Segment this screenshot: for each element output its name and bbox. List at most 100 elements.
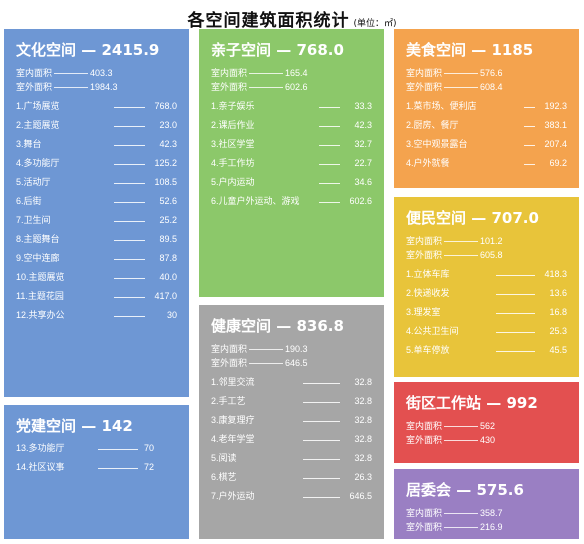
item-label: 3.康复理疗 — [211, 415, 255, 425]
outdoor-area-label: 室外面积 — [211, 358, 248, 368]
list-item: 4.公共卫生间 25.3 — [406, 325, 567, 338]
leader-line — [444, 527, 479, 529]
indoor-area-label: 室内面积 — [406, 236, 443, 246]
item-value: 22.7 — [354, 158, 372, 168]
leader-line — [114, 316, 145, 317]
item-value: 32.8 — [354, 453, 372, 463]
indoor-area-value: 562 — [480, 421, 496, 431]
list-item: 4.老年学堂 32.8 — [211, 433, 372, 446]
list-item: 14.社区议事 72 — [16, 461, 177, 474]
block-name: 文化空间 — [16, 41, 77, 59]
block-separator: — — [481, 394, 507, 412]
item-label: 9.空中连廊 — [16, 253, 60, 263]
list-item: 2.手工艺 32.8 — [211, 395, 372, 408]
item-label: 2.课后作业 — [211, 120, 255, 130]
item-label: 1.亲子娱乐 — [211, 101, 255, 111]
block-total: 707.0 — [491, 209, 539, 227]
leader-line — [319, 164, 340, 165]
item-value: 87.8 — [159, 253, 177, 263]
item-label: 5.户内运动 — [211, 177, 255, 187]
block-separator: — — [76, 417, 102, 435]
item-label: 11.主题花园 — [16, 291, 64, 301]
item-label: 12.共享办公 — [16, 310, 65, 320]
list-item: 10.主题展览 40.0 — [16, 271, 177, 284]
leader-line — [98, 468, 138, 469]
indoor-area-value: 101.2 — [480, 236, 503, 246]
block-name: 美食空间 — [406, 41, 467, 59]
list-item: 1.立体车库 418.3 — [406, 268, 567, 281]
block-separator: — — [466, 209, 492, 227]
list-item: 3.空中观景露台 207.4 — [406, 138, 567, 151]
list-item: 4.户外就餐 69.2 — [406, 157, 567, 170]
item-value: 30 — [166, 310, 177, 320]
item-value: 16.8 — [549, 307, 567, 317]
leader-line — [249, 349, 284, 351]
indoor-area-value: 403.3 — [90, 68, 113, 78]
item-label: 6.棋艺 — [211, 472, 237, 482]
block-heading: 便民空间 — 707.0 — [406, 207, 567, 228]
list-item: 12.共享办公 30 — [16, 309, 177, 322]
block-separator: — — [271, 41, 297, 59]
outdoor-area-value: 646.5 — [285, 358, 308, 368]
item-label: 7.户外运动 — [211, 491, 255, 501]
block-heading: 健康空间 — 836.8 — [211, 315, 372, 336]
block-total: 575.6 — [476, 481, 524, 499]
leader-line — [54, 73, 89, 75]
leader-line — [444, 255, 479, 257]
item-label: 14.社区议事 — [16, 462, 65, 472]
indoor-area-label: 室内面积 — [406, 508, 443, 518]
indoor-area: 室内面积 190.3 — [211, 342, 372, 356]
indoor-area: 室内面积 358.7 — [406, 506, 567, 520]
outdoor-area: 室外面积 216.9 — [406, 520, 567, 534]
item-label: 6.后街 — [16, 196, 42, 206]
item-value: 207.4 — [544, 139, 567, 149]
block-heading: 居委会 — 575.6 — [406, 479, 567, 500]
item-list: 1.立体车库 418.3 2.快递收发 13.6 3.理发室 16.8 4.公共卫生间 25.… — [406, 268, 567, 357]
item-value: 70 — [144, 443, 155, 453]
leader-line — [114, 126, 145, 127]
item-label: 7.卫生间 — [16, 215, 51, 225]
list-item: 8.主题舞台 89.5 — [16, 233, 177, 246]
leader-line — [496, 275, 535, 276]
leader-line — [319, 202, 340, 203]
leader-line — [114, 164, 145, 165]
block-name: 便民空间 — [406, 209, 467, 227]
leader-line — [303, 402, 340, 403]
item-value: 417.0 — [154, 291, 177, 301]
item-value: 192.3 — [544, 101, 567, 111]
indoor-area: 室内面积 576.6 — [406, 66, 567, 80]
leader-line — [444, 73, 479, 75]
block-service: 便民空间 — 707.0 室内面积 101.2 室外面积 605.8 1.立体车库 418.… — [394, 197, 579, 377]
item-value: 52.6 — [159, 196, 177, 206]
item-label: 5.阅读 — [211, 453, 237, 463]
item-label: 8.主题舞台 — [16, 234, 60, 244]
item-value: 42.3 — [159, 139, 177, 149]
item-label: 1.邻里交流 — [211, 377, 255, 387]
indoor-area-label: 室内面积 — [16, 68, 53, 78]
list-item: 2.主题展览 23.0 — [16, 119, 177, 132]
leader-line — [114, 202, 145, 203]
list-item: 7.卫生间 25.2 — [16, 214, 177, 227]
list-item: 3.舞台 42.3 — [16, 138, 177, 151]
outdoor-area-value: 608.4 — [480, 82, 503, 92]
item-label: 2.手工艺 — [211, 396, 246, 406]
item-label: 4.多功能厅 — [16, 158, 60, 168]
indoor-area-label: 室内面积 — [211, 344, 248, 354]
list-item: 6.后街 52.6 — [16, 195, 177, 208]
indoor-area-value: 358.7 — [480, 508, 503, 518]
unit-label: (单位：㎡) — [353, 19, 397, 29]
list-item: 1.亲子娱乐 33.3 — [211, 100, 372, 113]
block-health: 健康空间 — 836.8 室内面积 190.3 室外面积 646.5 1.邻里交流 32.8… — [199, 305, 384, 539]
item-value: 89.5 — [159, 234, 177, 244]
block-total: 142 — [101, 417, 133, 435]
leader-line — [54, 87, 89, 89]
item-value: 13.6 — [549, 288, 567, 298]
item-value: 383.1 — [544, 120, 567, 130]
indoor-area-value: 576.6 — [480, 68, 503, 78]
item-value: 108.5 — [154, 177, 177, 187]
item-label: 4.老年学堂 — [211, 434, 255, 444]
indoor-area: 室内面积 403.3 — [16, 66, 177, 80]
leader-line — [249, 73, 284, 75]
item-value: 72 — [144, 462, 155, 472]
item-label: 2.主题展览 — [16, 120, 60, 130]
